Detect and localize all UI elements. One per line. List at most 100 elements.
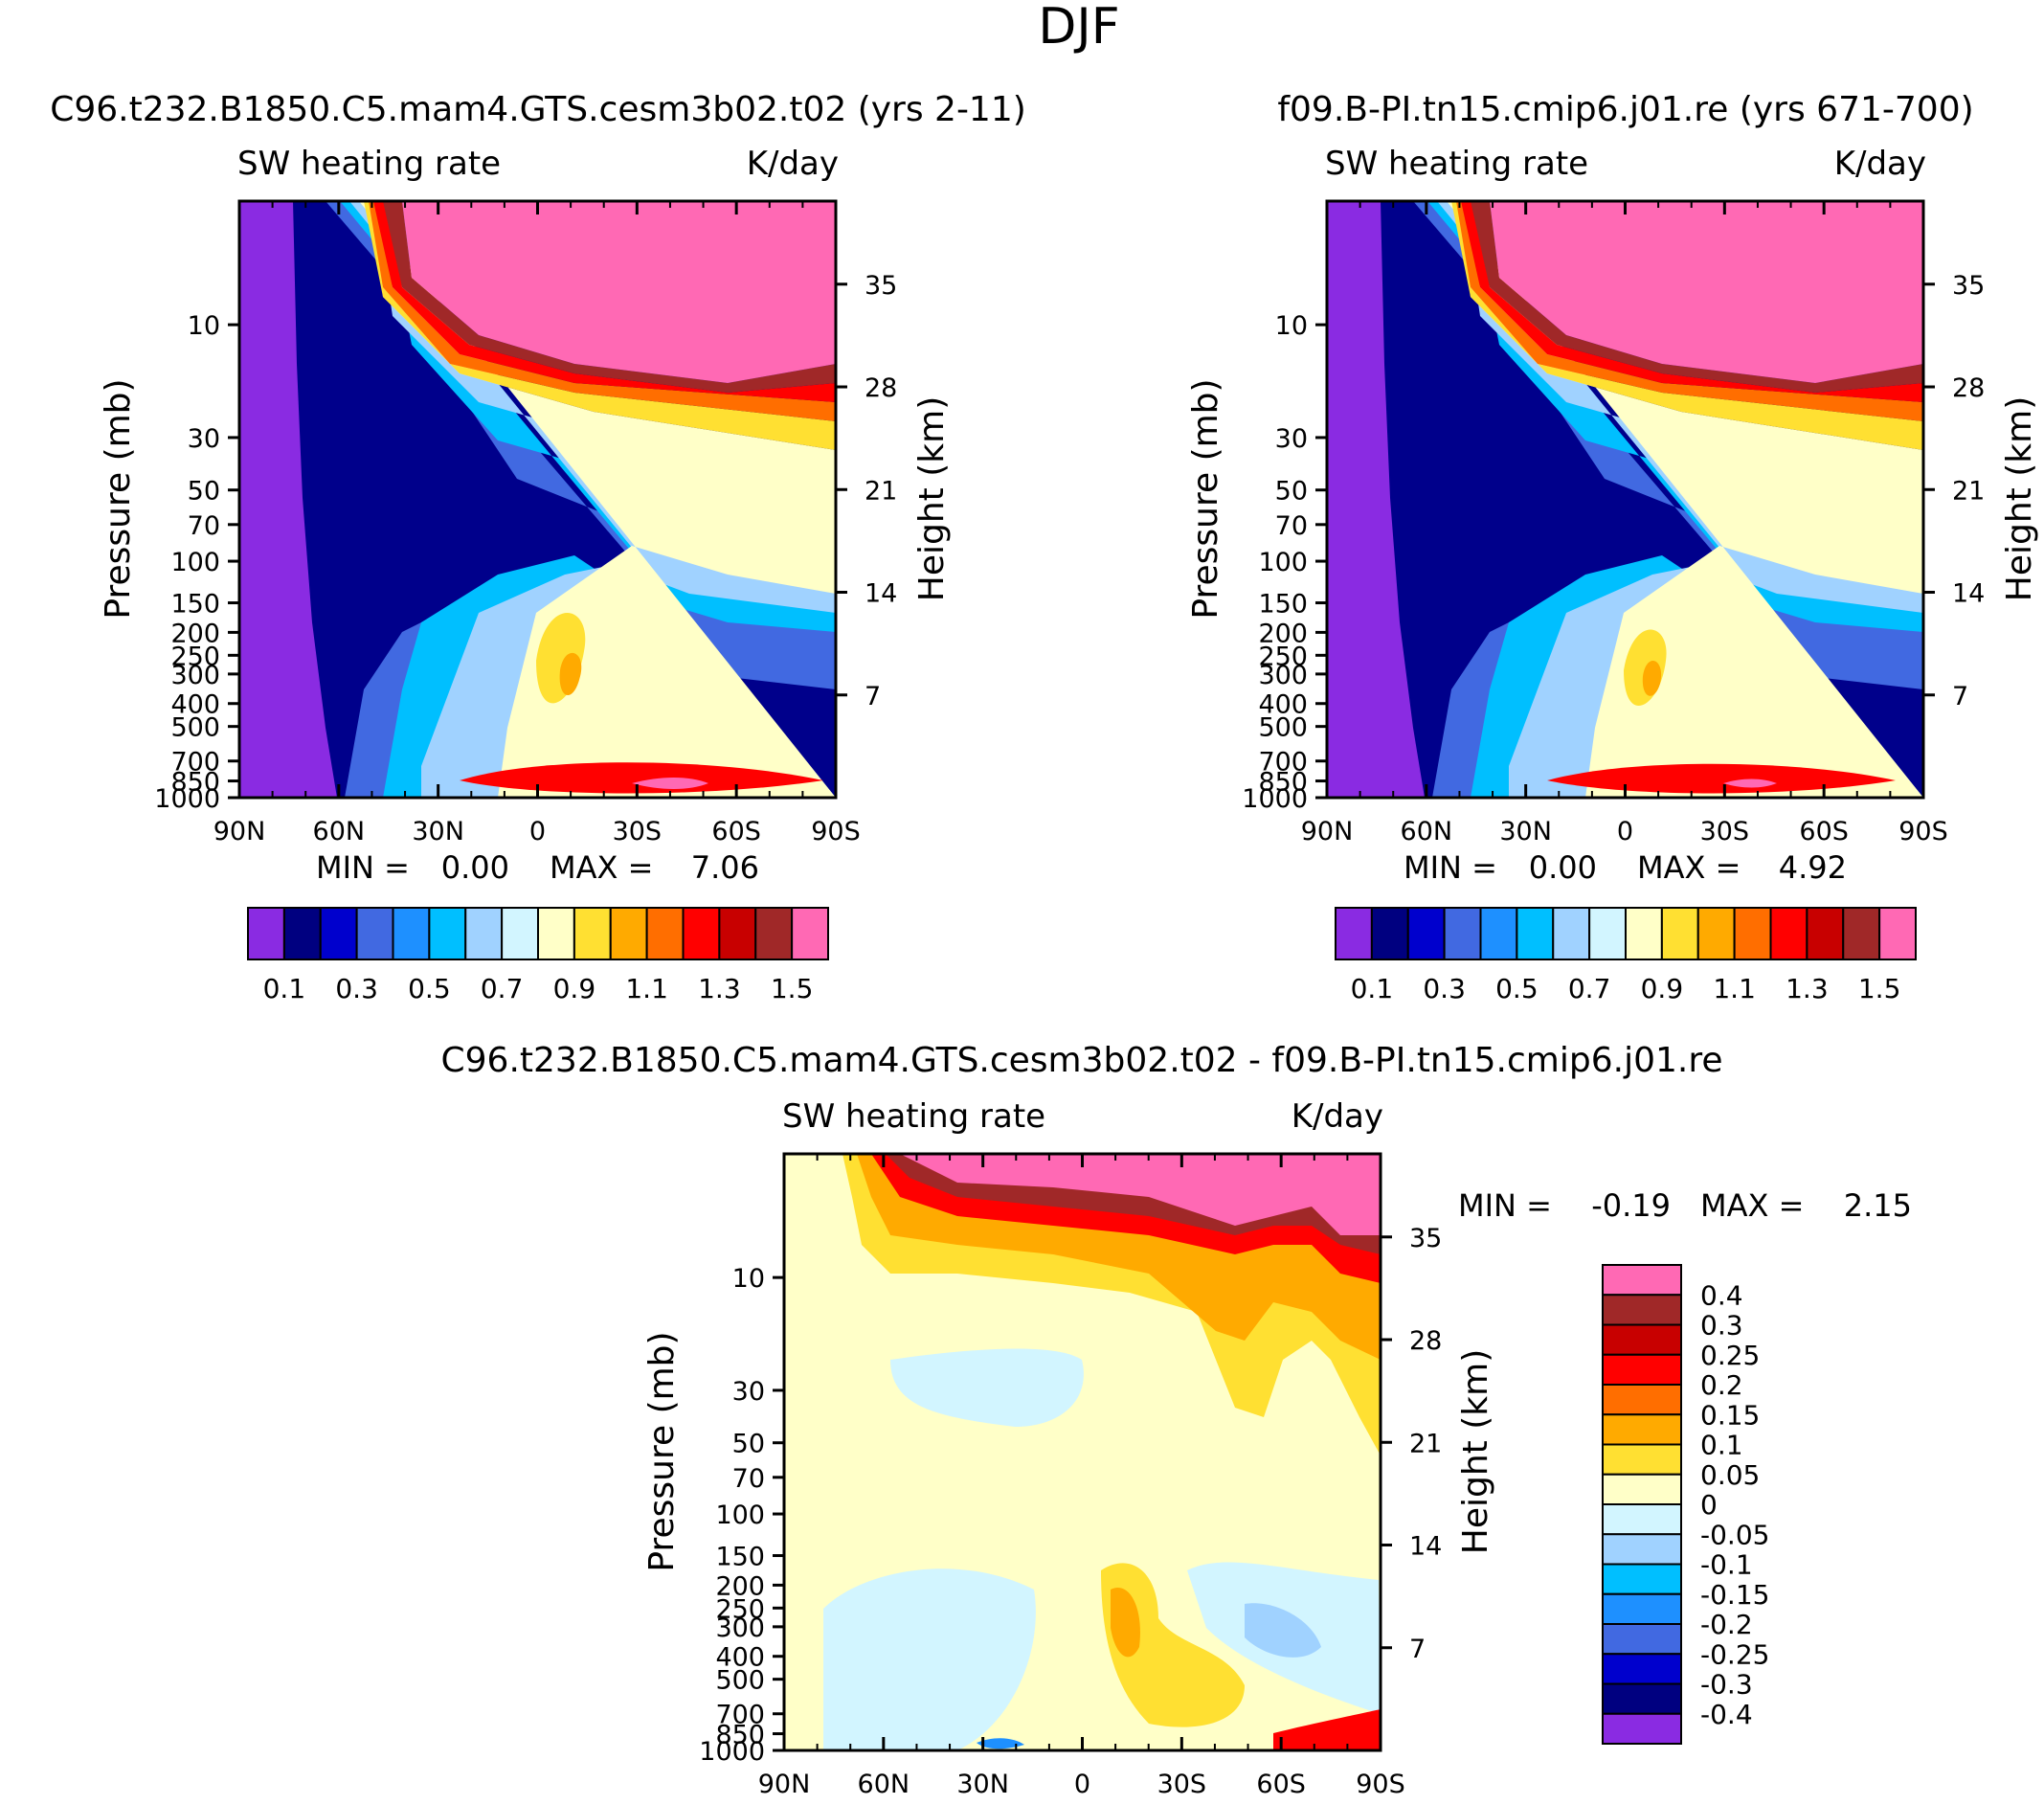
y-tick-label: 10	[188, 311, 220, 341]
y-tick-label: 30	[732, 1377, 765, 1407]
colorbar-box	[1733, 907, 1772, 960]
x-tick-label: 90S	[1898, 817, 1948, 846]
colorbar-label: 1.3	[698, 973, 741, 1004]
colorbar-box	[1552, 907, 1591, 960]
y-tick-label: 500	[170, 713, 220, 743]
colorbar-box	[319, 907, 358, 960]
panel-c-max-value: 2.15	[1844, 1187, 1912, 1224]
x-tick-label: 0	[1617, 817, 1633, 846]
y-tick-label: 50	[1275, 477, 1308, 507]
colorbar-label: 0.7	[481, 973, 524, 1004]
y-tick-label: 700	[715, 1701, 765, 1730]
colorbar-label: -0.25	[1700, 1638, 1769, 1670]
x-tick-label: 30N	[412, 817, 464, 846]
colorbar-box	[1625, 907, 1663, 960]
y-tick-label: 250	[1258, 642, 1308, 671]
y-tick-label: 100	[1258, 548, 1308, 577]
x-tick-label: 30S	[1157, 1770, 1207, 1799]
y-tick-label: 500	[1258, 713, 1308, 743]
colorbar-box	[1370, 907, 1409, 960]
panel-a-region-surface-core	[632, 778, 708, 789]
y-tick-label: 1000	[1242, 784, 1308, 814]
panel-b-colorbar: 0.1 0.3 0.5 0.7 0.9 1.1 1.3 1.5	[1335, 907, 1917, 1004]
colorbar-box	[392, 907, 431, 960]
panel-a-axes: 90N 60N 30N 0 30S 60S 90S103050701001502002503…	[154, 201, 897, 846]
panel-b-region-orange-tropics	[1642, 661, 1662, 696]
panel-a-region-red	[373, 201, 836, 402]
colorbar-box	[537, 907, 575, 960]
colorbar-box	[791, 907, 829, 960]
y-tick-label: 200	[715, 1571, 765, 1601]
y-tick-label: 1000	[154, 784, 220, 814]
y-tick-label: 30	[188, 424, 220, 454]
panel-b-max-label: MAX =	[1637, 849, 1741, 886]
y-tick-label: 1000	[699, 1737, 765, 1767]
colorbar-label: 1.1	[625, 973, 668, 1004]
colorbar-box	[682, 907, 721, 960]
colorbar-box	[1602, 1353, 1682, 1386]
colorbar-box	[1602, 1563, 1682, 1595]
panel-a-title: C96.t232.B1850.C5.mam4.GTS.cesm3b02.t02 …	[50, 90, 1026, 129]
colorbar-box	[573, 907, 612, 960]
colorbar-box	[1602, 1264, 1682, 1297]
colorbar-label: 1.1	[1713, 973, 1756, 1004]
colorbar-label: 0.1	[1351, 973, 1394, 1004]
panel-c-min-label: MIN =	[1458, 1187, 1552, 1224]
colorbar-box	[282, 907, 322, 960]
panel-c-min-value: -0.19	[1591, 1187, 1671, 1224]
panel-a-max-label: MAX =	[550, 849, 653, 886]
colorbar-label: -0.3	[1700, 1669, 1753, 1701]
colorbar-label: 1.5	[1858, 973, 1901, 1004]
panel-c-axes: 90N 60N 30N 0 30S 60S 90S103050701001502002503…	[699, 1154, 1442, 1799]
y2-tick-label: 28	[1409, 1326, 1442, 1356]
colorbar-box	[1602, 1503, 1682, 1536]
y2-tick-label: 35	[1952, 271, 1985, 301]
panel-a-min-label: MIN =	[316, 849, 410, 886]
y-tick-label: 250	[170, 642, 220, 671]
colorbar-box	[1696, 907, 1736, 960]
x-tick-label: 90N	[1301, 817, 1354, 846]
y-tick-label: 200	[1258, 619, 1308, 648]
colorbar-label: 0.3	[1423, 973, 1466, 1004]
x-tick-label: 60N	[858, 1770, 910, 1799]
colorbar-label: 0.3	[335, 973, 378, 1004]
panel-c-plot-area	[784, 1154, 1381, 1750]
y2-tick-label: 14	[1952, 579, 1985, 609]
colorbar-box	[718, 907, 757, 960]
colorbar-box	[1602, 1712, 1682, 1745]
panel-c-y2-axis-label: Height (km)	[1456, 1349, 1495, 1554]
panel-b-region-orange	[1456, 201, 1923, 421]
panel-c-region-strat-negative	[890, 1348, 1084, 1427]
panel-b-min-label: MIN =	[1404, 849, 1497, 886]
colorbar-box	[247, 907, 285, 960]
colorbar-box	[1842, 907, 1881, 960]
panel-c-region-tropics-yellow	[1101, 1563, 1245, 1727]
panel-c-colorbar: 0.40.30.250.20.150.10.050-0.05-0.1-0.15-…	[1602, 1264, 1769, 1745]
panel-a-region-orange-tropics	[559, 652, 582, 696]
colorbar-label: -0.4	[1700, 1699, 1753, 1730]
colorbar-label: -0.05	[1700, 1519, 1769, 1550]
x-tick-label: 30S	[1700, 817, 1750, 846]
y2-tick-label: 35	[865, 271, 897, 301]
y2-tick-label: 35	[1409, 1224, 1442, 1253]
colorbar-box	[1602, 1682, 1682, 1715]
panel-c-region-trop-negative-3	[1245, 1603, 1321, 1658]
panel-b-max-value: 4.92	[1779, 849, 1847, 886]
colorbar-box	[1602, 1384, 1682, 1416]
colorbar-label: 1.5	[771, 973, 814, 1004]
panel-a-min-value: 0.00	[441, 849, 509, 886]
colorbar-label: 0.1	[1700, 1430, 1743, 1461]
colorbar-box	[1443, 907, 1482, 960]
y-tick-label: 50	[732, 1430, 765, 1459]
y2-tick-label: 14	[1409, 1532, 1442, 1562]
y2-tick-label: 14	[865, 579, 897, 609]
panel-b-region-yellow	[1451, 201, 1923, 450]
panel-b-region-red	[1461, 201, 1923, 402]
panel-a: C96.t232.B1850.C5.mam4.GTS.cesm3b02.t02 …	[50, 90, 1026, 1004]
colorbar-label: 0.2	[1700, 1369, 1743, 1401]
y-tick-label: 10	[732, 1264, 765, 1294]
colorbar-box	[1806, 907, 1845, 960]
colorbar-box	[1602, 1653, 1682, 1685]
panel-b-title: f09.B-PI.tn15.cmip6.j01.re (yrs 671-700)	[1277, 90, 1973, 129]
panel-c-max-label: MAX =	[1700, 1187, 1804, 1224]
